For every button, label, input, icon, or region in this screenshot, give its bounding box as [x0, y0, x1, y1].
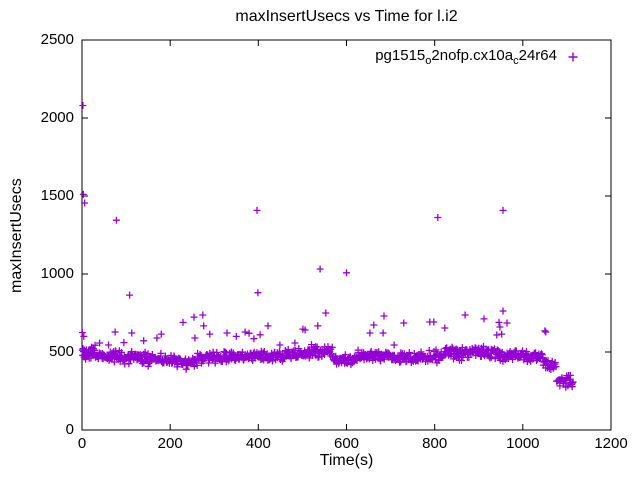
x-tick-label: 1000 — [506, 435, 540, 452]
x-tick-label: 200 — [157, 435, 183, 452]
chart-title: maxInsertUsecs vs Time for l.i2 — [235, 8, 458, 25]
y-tick-label: 2500 — [40, 31, 74, 48]
x-tick-label: 1200 — [594, 435, 628, 452]
axis-tick-marks — [81, 39, 612, 431]
x-tick-label: 0 — [77, 435, 87, 452]
y-tick-label: 1000 — [40, 265, 74, 282]
x-tick-label: 400 — [245, 435, 271, 452]
x-tick-label: 600 — [333, 435, 360, 452]
y-tick-label: 500 — [48, 343, 74, 360]
plot-frame — [81, 39, 612, 431]
y-tick-label: 1500 — [40, 187, 74, 204]
legend: pg1515o2nofp.cx10ac24r64 — [375, 47, 557, 67]
scatter-points — [78, 102, 577, 391]
legend-label: pg1515o2nofp.cx10ac24r64 — [375, 47, 557, 67]
y-tick-label: 2000 — [40, 109, 74, 126]
legend-marker-icon — [568, 52, 578, 62]
x-axis-label: Time(s) — [319, 452, 374, 469]
x-tick-label: 800 — [422, 435, 448, 452]
y-tick-label: 0 — [65, 421, 74, 438]
